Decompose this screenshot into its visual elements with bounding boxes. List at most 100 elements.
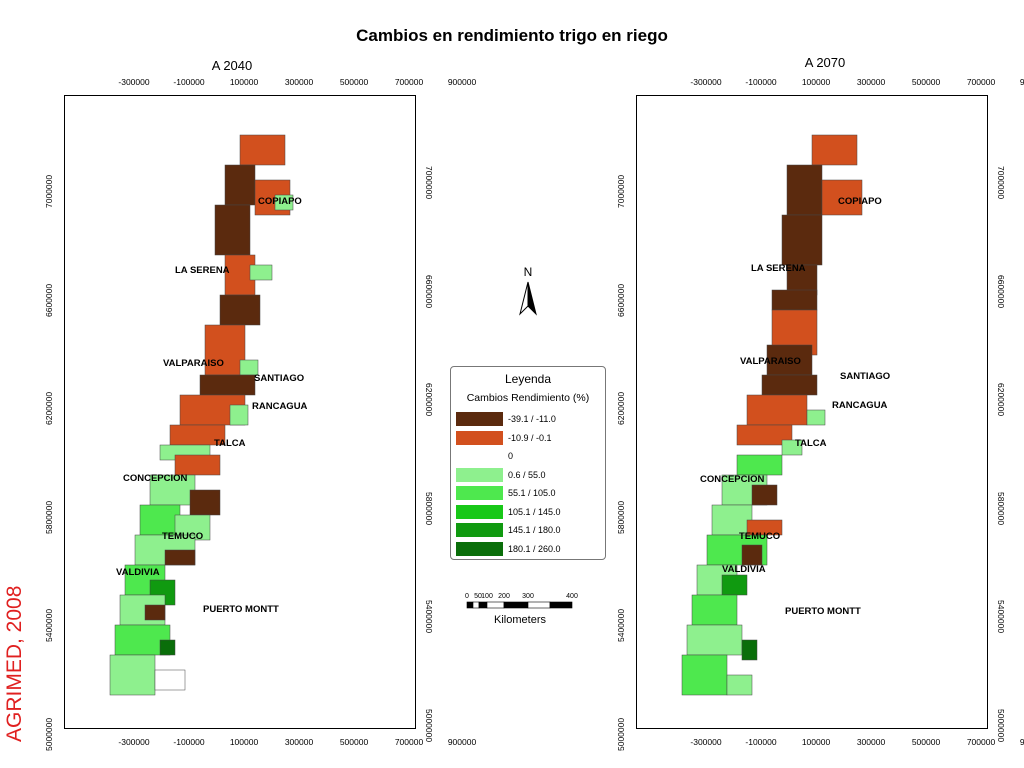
- x-tick-label: 500000: [911, 737, 941, 747]
- region-polygon: [806, 409, 826, 426]
- region-polygon: [164, 549, 196, 566]
- x-tick-label: -100000: [745, 77, 777, 87]
- x-tick-label: 100000: [229, 77, 259, 87]
- scale-segment: [549, 601, 573, 609]
- legend-swatch: [456, 449, 503, 463]
- city-label: COPIAPO: [838, 196, 882, 207]
- x-tick-label: 300000: [856, 737, 886, 747]
- city-label: COPIAPO: [258, 196, 302, 207]
- legend-item: 0: [456, 449, 513, 463]
- legend: Leyenda Cambios Rendimiento (%) -39.1 / …: [450, 366, 606, 560]
- region-polygon: [786, 164, 823, 216]
- legend-item: 0.6 / 55.0: [456, 467, 546, 482]
- x-tick-label: 300000: [856, 77, 886, 87]
- region-polygon: [224, 164, 256, 206]
- city-label: LA SERENA: [175, 265, 230, 276]
- legend-label: 0: [508, 451, 514, 461]
- region-polygon: [274, 194, 294, 211]
- legend-swatch: [456, 467, 503, 482]
- scale-segment: [486, 601, 505, 609]
- region-polygon: [204, 324, 246, 376]
- city-label: TALCA: [795, 438, 827, 449]
- x-tick-label: 100000: [801, 737, 831, 747]
- region-polygon: [691, 594, 738, 626]
- city-label: VALDIVIA: [116, 567, 160, 578]
- city-label: RANCAGUA: [832, 400, 888, 411]
- region-polygon: [239, 134, 286, 166]
- chile-map-2040: [109, 134, 294, 696]
- city-label: TEMUCO: [739, 531, 781, 542]
- city-label: RANCAGUA: [252, 401, 308, 412]
- city-label: VALPARAISO: [163, 358, 224, 369]
- scale-segment: [503, 601, 529, 609]
- legend-item: -39.1 / -11.0: [456, 412, 556, 426]
- region-polygon: [736, 424, 793, 446]
- scale-segment: [527, 601, 551, 609]
- region-polygon: [726, 674, 753, 696]
- legend-swatch: [456, 523, 503, 537]
- city-label: TALCA: [214, 438, 246, 449]
- region-polygon: [149, 474, 196, 506]
- map-2070-subtitle: A 2070: [804, 55, 846, 70]
- city-label: TEMUCO: [162, 531, 204, 542]
- region-polygon: [686, 624, 743, 656]
- region-polygon: [736, 454, 783, 476]
- map-2040-subtitle: A 2040: [211, 58, 253, 73]
- legend-swatch: [456, 430, 503, 445]
- x-tick-label: -300000: [690, 737, 722, 747]
- x-tick-label: 500000: [339, 77, 369, 87]
- x-tick-label: 100000: [801, 77, 831, 87]
- region-polygon: [174, 454, 221, 476]
- region-polygon: [741, 639, 758, 661]
- scale-unit-label: Kilometers: [494, 614, 546, 626]
- legend-label: 55.1 / 105.0: [508, 488, 556, 498]
- region-polygon: [746, 394, 808, 426]
- legend-label: 180.1 / 260.0: [508, 543, 561, 554]
- legend-label: 105.1 / 145.0: [508, 506, 561, 517]
- region-polygon: [109, 654, 156, 696]
- city-label: PUERTO MONTT: [203, 604, 279, 615]
- x-tick-label: 900000: [447, 77, 477, 87]
- legend-swatch: [456, 541, 503, 556]
- region-polygon: [781, 439, 803, 456]
- region-polygon: [821, 179, 863, 216]
- x-tick-label: 900000: [1019, 77, 1024, 87]
- x-tick-label: -300000: [118, 77, 150, 87]
- x-tick-label: -100000: [745, 737, 777, 747]
- city-label: VALPARAISO: [740, 356, 801, 367]
- x-tick-label: 500000: [339, 737, 369, 747]
- region-polygon: [711, 504, 753, 536]
- legend-label: -10.9 / -0.1: [508, 432, 552, 443]
- region-polygon: [199, 374, 256, 396]
- legend-subtitle: Cambios Rendimiento (%): [466, 392, 590, 404]
- region-polygon: [154, 669, 186, 691]
- scale-tick-label: 0: [465, 593, 469, 600]
- scale-tick-label: 100: [481, 593, 493, 600]
- region-polygon: [741, 544, 763, 566]
- legend-title: Leyenda: [504, 372, 552, 386]
- city-label: CONCEPCION: [123, 473, 188, 484]
- north-arrow-icon: N: [519, 266, 537, 316]
- legend-item: 105.1 / 145.0: [456, 504, 561, 519]
- scale-segment: [478, 601, 488, 609]
- city-label: PUERTO MONTT: [785, 606, 861, 617]
- legend-item: 145.1 / 180.0: [456, 523, 561, 537]
- region-polygon: [189, 489, 221, 516]
- x-tick-label: 900000: [1019, 737, 1024, 747]
- scale-tick-label: 400: [566, 593, 578, 600]
- region-polygon: [766, 344, 813, 376]
- region-polygon: [144, 604, 166, 621]
- x-tick-label: 300000: [284, 77, 314, 87]
- city-label: SANTIAGO: [254, 373, 305, 384]
- legend-item: 55.1 / 105.0: [456, 486, 556, 500]
- legend-swatch: [456, 486, 503, 500]
- region-polygon: [229, 404, 249, 426]
- region-polygon: [761, 374, 818, 396]
- svg-text:N: N: [524, 266, 533, 279]
- chile-map-2070: [681, 134, 863, 696]
- x-tick-label: -300000: [690, 77, 722, 87]
- legend-label: 145.1 / 180.0: [508, 525, 561, 535]
- city-label: SANTIAGO: [840, 371, 891, 382]
- x-tick-label: 700000: [966, 737, 996, 747]
- scale-segment: [466, 601, 474, 609]
